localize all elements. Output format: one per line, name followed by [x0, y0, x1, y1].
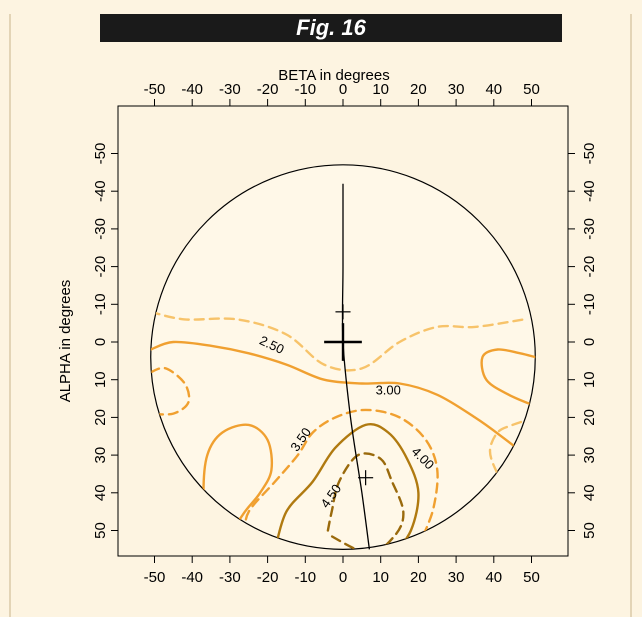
x-tick-label-top: -30	[219, 81, 241, 98]
contour-layer	[150, 310, 536, 550]
y-tick-label-right: 10	[581, 371, 598, 388]
large-cross-0	[324, 323, 362, 361]
y-axis-title: ALPHA in degrees	[57, 280, 74, 403]
x-tick-label-bottom: -50	[144, 569, 166, 586]
contour-line-3-00	[150, 340, 536, 464]
y-tick-label-right: 20	[581, 409, 598, 426]
y-tick-label-right: -40	[581, 180, 598, 202]
x-tick-label-top: 20	[410, 81, 427, 98]
y-tick-label-right: 50	[581, 522, 598, 539]
x-tick-label-top: 30	[448, 81, 465, 98]
x-tick-label-bottom: 50	[523, 569, 540, 586]
x-tick-label-top: -20	[257, 81, 279, 98]
y-tick-label-left: 40	[92, 484, 109, 501]
y-tick-label-right: -30	[581, 218, 598, 240]
x-tick-label-top: -10	[294, 81, 316, 98]
x-tick-label-top: -40	[181, 81, 203, 98]
y-tick-label-right: 30	[581, 447, 598, 464]
x-tick-label-top: 0	[339, 81, 347, 98]
x-tick-label-bottom: -30	[219, 569, 241, 586]
ticks-layer: -50 -50 -40 -40 -30 -30 -20 -20 -10 -10 0 0 10 10 20 20…	[92, 81, 598, 586]
y-tick-label-right: -10	[581, 293, 598, 315]
reference-line-layer	[341, 183, 371, 550]
x-tick-label-bottom: 30	[448, 569, 465, 586]
x-tick-label-bottom: 10	[372, 569, 389, 586]
contour-line-4-00	[273, 423, 420, 550]
y-tick-label-left: 30	[92, 447, 109, 464]
x-tick-label-bottom: 20	[410, 569, 427, 586]
y-tick-label-left: 20	[92, 409, 109, 426]
contour-label: 3.00	[376, 382, 401, 397]
x-tick-label-bottom: -10	[294, 569, 316, 586]
x-tick-label-bottom: 40	[485, 569, 502, 586]
marker-layer	[324, 304, 374, 486]
x-tick-label-top: -50	[144, 81, 166, 98]
y-tick-label-left: 10	[92, 371, 109, 388]
contour-line-3	[202, 423, 274, 536]
x-tick-label-top: 40	[485, 81, 502, 98]
x-tick-label-bottom: 0	[339, 569, 347, 586]
x-tick-label-top: 50	[523, 81, 540, 98]
contour-line-2	[150, 366, 191, 416]
x-tick-label-bottom: -20	[257, 569, 279, 586]
x-tick-label-top: 10	[372, 81, 389, 98]
contour-line-8	[488, 416, 536, 494]
small-cross-1	[335, 304, 351, 320]
y-tick-label-left: -20	[92, 256, 109, 278]
y-tick-label-left: 50	[92, 522, 109, 539]
y-tick-label-right: 0	[581, 338, 598, 346]
frame-border	[9, 14, 632, 617]
y-tick-label-right: -20	[581, 256, 598, 278]
y-tick-label-left: -50	[92, 143, 109, 165]
reference-line	[341, 183, 371, 550]
y-tick-label-left: -10	[92, 293, 109, 315]
figure-label: Fig. 16	[296, 15, 366, 40]
x-tick-label-bottom: -40	[181, 569, 203, 586]
y-tick-label-left: -40	[92, 180, 109, 202]
x-axis-title: BETA in degrees	[278, 67, 389, 84]
y-tick-label-right: 40	[581, 484, 598, 501]
y-tick-label-left: -30	[92, 218, 109, 240]
y-tick-label-right: -50	[581, 143, 598, 165]
contour-line-4-50	[326, 452, 405, 550]
contour-line-7	[480, 348, 536, 408]
y-tick-label-left: 0	[92, 338, 109, 346]
small-cross-2	[358, 470, 374, 486]
figure-banner: Fig. 16	[100, 14, 562, 42]
contour-line-2-50	[150, 310, 526, 372]
